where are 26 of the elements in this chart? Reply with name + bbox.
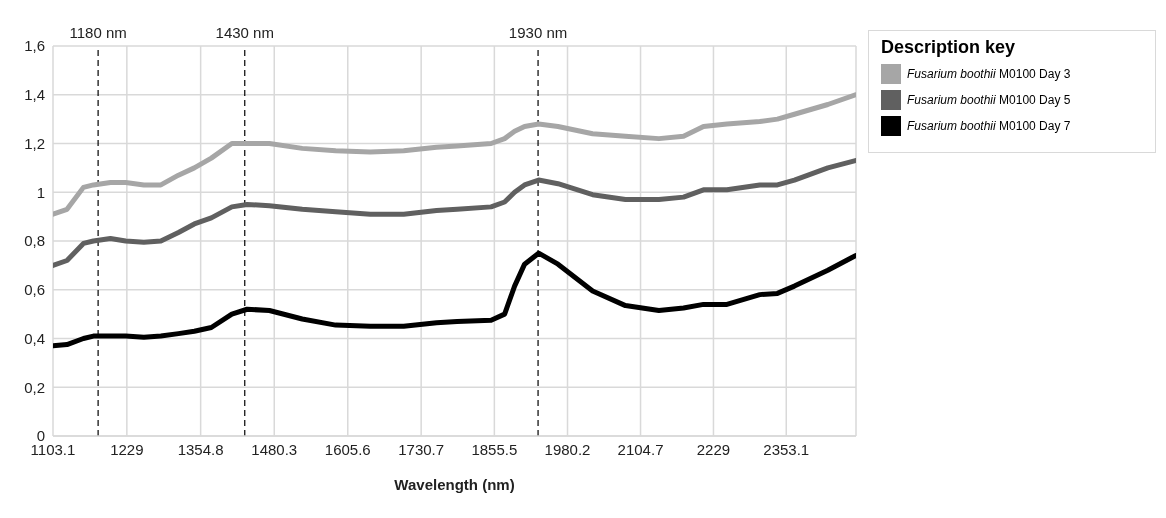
ref-line-label: 1180 nm bbox=[69, 24, 127, 41]
legend-title: Description key bbox=[881, 37, 1017, 58]
y-tick-label: 0,2 bbox=[24, 378, 45, 396]
y-tick-label: 1,4 bbox=[24, 86, 45, 104]
x-tick-label: 1480.3 bbox=[251, 440, 298, 458]
x-tick-label: 2104.7 bbox=[617, 440, 664, 458]
legend-label: Fusarium boothii M0100 Day 5 bbox=[907, 93, 1071, 107]
y-tick-label: 1 bbox=[36, 183, 45, 201]
x-tick-label: 1605.6 bbox=[324, 440, 371, 458]
x-tick-label: 2229 bbox=[696, 440, 731, 458]
x-tick-label: 1354.8 bbox=[177, 440, 224, 458]
legend-label: Fusarium boothii M0100 Day 3 bbox=[907, 67, 1071, 81]
x-tick-label: 1980.2 bbox=[544, 440, 591, 458]
y-tick-label: 0,4 bbox=[24, 329, 45, 347]
y-tick-label: 0,8 bbox=[24, 232, 45, 250]
legend-label: Fusarium boothii M0100 Day 7 bbox=[907, 119, 1071, 133]
y-tick-label: 0,6 bbox=[24, 281, 45, 299]
x-tick-label: 1730.7 bbox=[398, 440, 445, 458]
x-tick-label: 1855.5 bbox=[471, 440, 518, 458]
y-tick-label: 1,6 bbox=[24, 37, 45, 55]
x-axis-title: Wavelength (nm) bbox=[394, 476, 515, 493]
y-tick-label: 1,2 bbox=[24, 134, 45, 152]
ref-line-label: 1930 nm bbox=[508, 24, 568, 41]
x-tick-label: 1229 bbox=[110, 440, 144, 458]
x-tick-label: 2353.1 bbox=[763, 440, 810, 458]
ref-line-label: 1430 nm bbox=[215, 24, 274, 41]
